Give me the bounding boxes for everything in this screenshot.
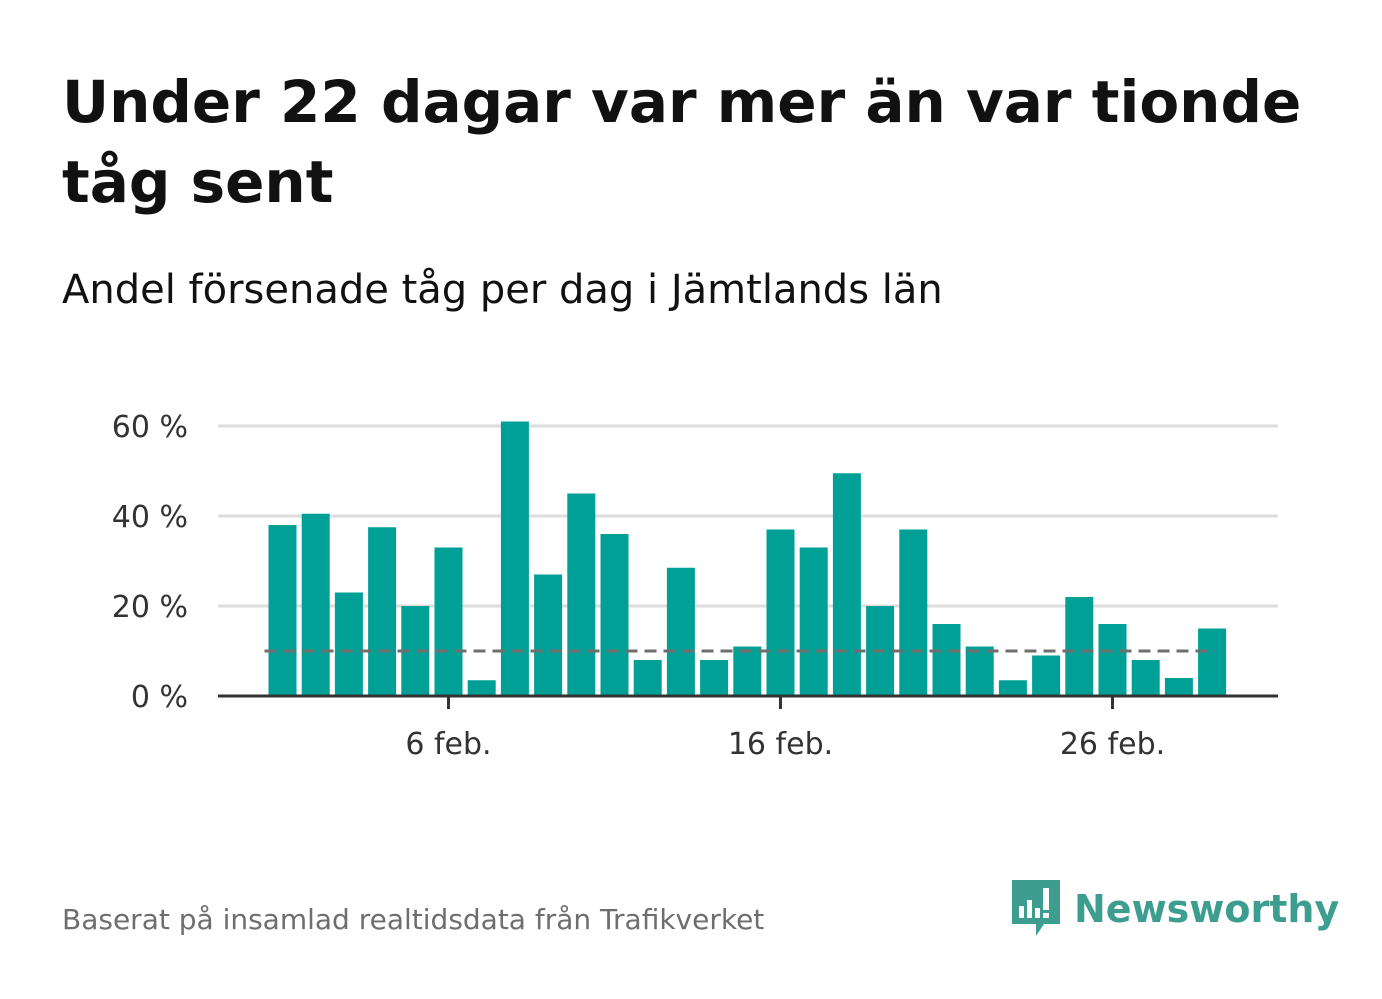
- bar: [368, 527, 397, 696]
- bar: [799, 547, 828, 696]
- bar: [766, 529, 795, 696]
- y-tick-label: 20 %: [112, 590, 188, 625]
- bar: [534, 574, 563, 696]
- bar: [700, 660, 729, 696]
- axes: 0 % 20 % 40 % 60 % 6 feb. 16 feb. 26 feb.: [112, 410, 1278, 762]
- bar: [733, 646, 762, 696]
- bar: [301, 513, 330, 696]
- y-tick-label: 60 %: [112, 410, 188, 445]
- chart-title: Under 22 dagar var mer än var tionde tåg…: [62, 68, 1302, 216]
- bar: [998, 680, 1027, 696]
- bar: [434, 547, 463, 696]
- bar: [1032, 655, 1061, 696]
- bar: [600, 534, 629, 696]
- bar: [899, 529, 928, 696]
- bar: [633, 660, 662, 696]
- source-note: Baserat på insamlad realtidsdata från Tr…: [62, 903, 765, 936]
- bar: [1198, 628, 1227, 696]
- newsworthy-logo-icon: [1012, 880, 1060, 936]
- y-tick-label: 0 %: [131, 680, 188, 715]
- bar: [932, 624, 961, 696]
- bar: [268, 525, 297, 696]
- bar: [965, 646, 994, 696]
- bar: [567, 493, 596, 696]
- bar: [1098, 624, 1127, 696]
- bar: [832, 473, 861, 696]
- bar: [467, 680, 496, 696]
- bar: [666, 567, 695, 696]
- x-tick-label: 6 feb.: [405, 727, 491, 762]
- x-tick-label: 26 feb.: [1060, 727, 1165, 762]
- bar: [1065, 597, 1094, 696]
- y-tick-label: 40 %: [112, 500, 188, 535]
- bars: [268, 421, 1227, 696]
- x-tick-label: 16 feb.: [728, 727, 833, 762]
- bar-chart: 0 % 20 % 40 % 60 % 6 feb. 16 feb. 26 feb.: [112, 410, 1278, 762]
- bar: [334, 592, 363, 696]
- brand-name: Newsworthy: [1074, 887, 1340, 931]
- brand-logo: Newsworthy: [1010, 878, 1339, 940]
- chart-subtitle: Andel försenade tåg per dag i Jämtlands …: [62, 267, 943, 313]
- bar: [500, 421, 529, 696]
- bar: [1131, 660, 1160, 696]
- bar: [1164, 678, 1193, 696]
